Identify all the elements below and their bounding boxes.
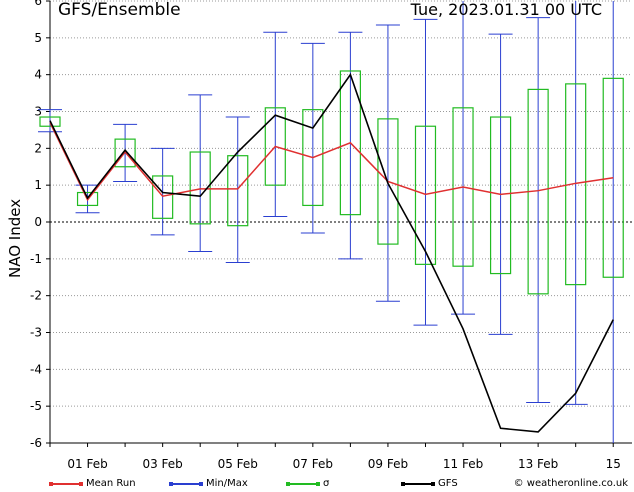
y-tick-label: 4 [34, 68, 42, 82]
legend-gfs: GFS [401, 478, 458, 489]
sigma-box [227, 155, 249, 227]
y-tick-label: -2 [30, 289, 42, 303]
sigma-box [114, 138, 136, 168]
legend-minmax-label: Min/Max [206, 478, 248, 489]
y-axis-label: NAO Index [6, 198, 24, 278]
sigma-box [264, 107, 286, 186]
sigma-box [39, 116, 61, 127]
legend-min-max: Min/Max [169, 478, 248, 489]
sigma-box [152, 175, 174, 219]
legend-sigma-swatch [286, 481, 320, 486]
mean-run-line [49, 122, 614, 202]
sigma-box [565, 83, 587, 286]
x-tick-label: 11 Feb [443, 457, 483, 471]
run-date: Tue, 2023.01.31 00 UTC [410, 0, 602, 19]
x-tick-label: 13 Feb [518, 457, 558, 471]
y-tick-label: -1 [30, 252, 42, 266]
sigma-box [339, 70, 361, 216]
sigma-box [414, 125, 437, 265]
y-tick-label: 1 [34, 178, 42, 192]
legend-gfs-swatch [401, 481, 435, 486]
y-tick-label: -4 [30, 362, 42, 376]
x-tick-label: 01 Feb [67, 457, 107, 471]
legend-minmax-swatch [169, 481, 203, 486]
credit-text: © weatheronline.co.uk [513, 478, 628, 489]
legend-mean-swatch [49, 481, 83, 486]
sigma-box [377, 118, 399, 245]
y-tick-label: 3 [34, 105, 42, 119]
legend-sigma: σ [286, 478, 330, 489]
sigma-box [76, 191, 99, 207]
gfs-line [49, 72, 614, 433]
y-tick-label: -5 [30, 399, 42, 413]
y-tick-label: -3 [30, 326, 42, 340]
legend-mean-run: Mean Run [49, 478, 136, 489]
legend: Mean Run Min/Max σ GFS © weatheronline.c… [0, 478, 634, 492]
legend-mean-label: Mean Run [86, 478, 136, 489]
y-tick-label: -6 [30, 436, 42, 450]
x-tick-label: 15 [606, 457, 621, 471]
legend-sigma-label: σ [323, 478, 330, 489]
y-tick-label: 6 [34, 0, 42, 8]
sigma-box [189, 151, 211, 225]
y-tick-label: 5 [34, 31, 42, 45]
chart-title: GFS/Ensemble [58, 0, 181, 20]
y-tick-label: 0 [34, 215, 42, 229]
sigma-box [602, 77, 624, 278]
x-tick-label: 03 Feb [142, 457, 182, 471]
sigma-box [452, 107, 474, 267]
legend-gfs-label: GFS [438, 478, 458, 489]
x-tick-label: 09 Feb [368, 457, 408, 471]
sigma-box [489, 116, 512, 275]
x-tick-label: 05 Feb [218, 457, 258, 471]
x-tick-label: 07 Feb [293, 457, 333, 471]
sigma-box [302, 109, 324, 207]
y-tick-label: 2 [34, 141, 42, 155]
